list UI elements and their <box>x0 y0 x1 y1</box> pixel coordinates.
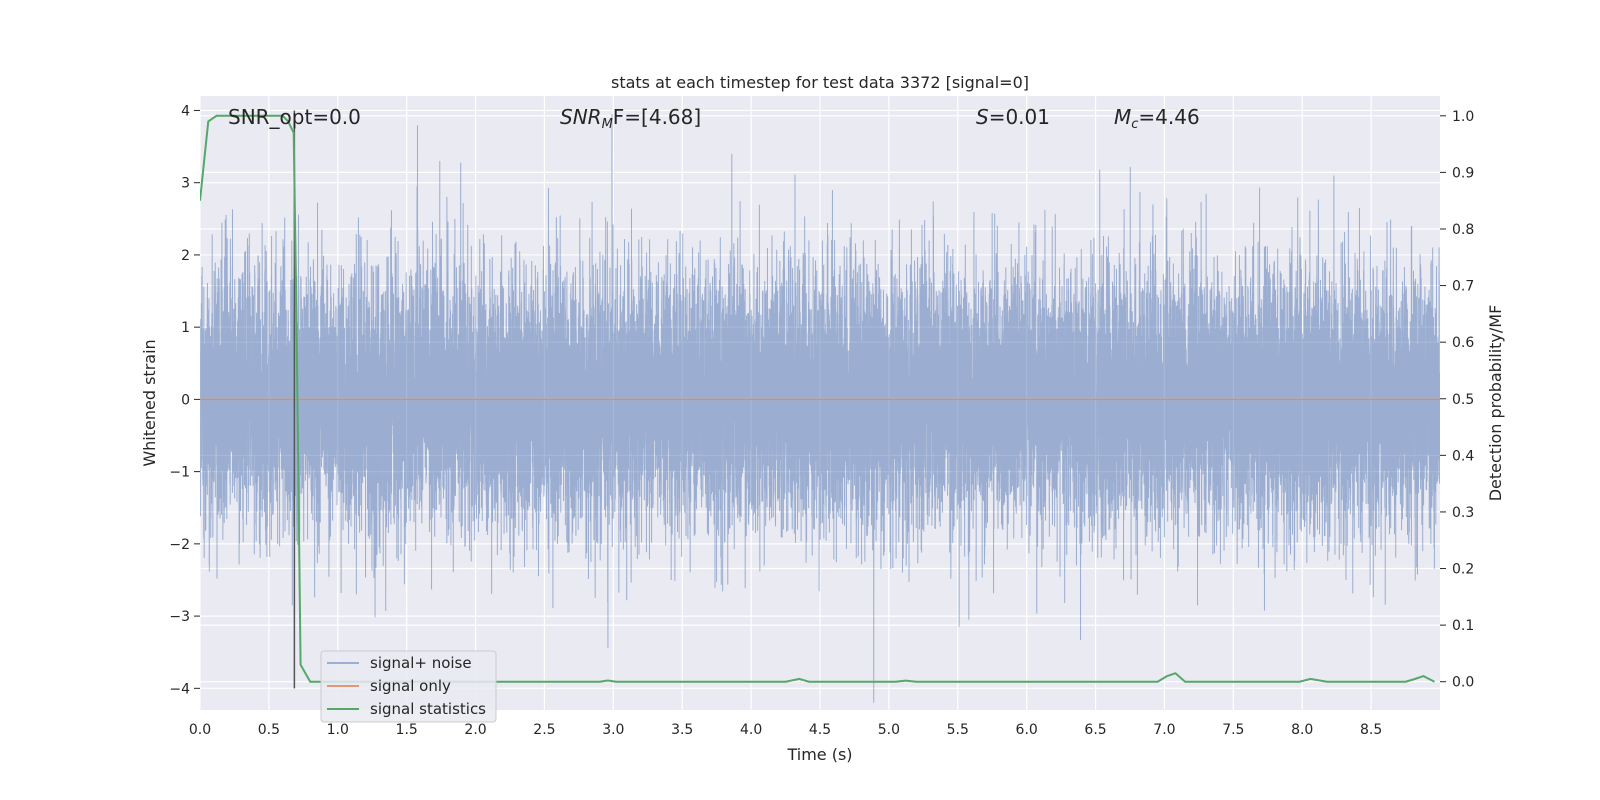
y-tick-label: −3 <box>169 609 190 625</box>
y2-tick-label: 0.5 <box>1452 392 1474 408</box>
legend-label-signal-statistics: signal statistics <box>370 700 486 718</box>
x-tick-label: 2.0 <box>464 722 486 738</box>
y2-tick-label: 0.4 <box>1452 448 1474 464</box>
y2-tick-label: 0.6 <box>1452 335 1474 351</box>
y2-tick-label: 0.3 <box>1452 505 1474 521</box>
y2-tick-label: 0.7 <box>1452 279 1474 295</box>
y-tick-label: −1 <box>169 465 190 481</box>
y-tick-label: 1 <box>181 320 190 336</box>
x-tick-label: 8.5 <box>1360 722 1382 738</box>
x-tick-label: 0.0 <box>189 722 211 738</box>
x-tick-label: 2.5 <box>533 722 555 738</box>
x-tick-label: 1.0 <box>327 722 349 738</box>
x-tick-label: 6.0 <box>1016 722 1038 738</box>
legend: signal+ noise signal only signal statist… <box>320 650 497 723</box>
y2-tick-label: 0.1 <box>1452 618 1474 634</box>
x-tick-label: 0.5 <box>258 722 280 738</box>
y-tick-label: −4 <box>169 681 190 697</box>
y2-tick-label: 0.9 <box>1452 165 1474 181</box>
y-tick-label: −2 <box>169 537 190 553</box>
series-signal-noise <box>200 114 1440 703</box>
y2-tick-label: 0.8 <box>1452 222 1474 238</box>
x-axis-label: Time (s) <box>786 745 852 764</box>
x-tick-label: 1.5 <box>396 722 418 738</box>
x-axis-ticks: 0.0 0.5 1.0 1.5 2.0 2.5 3.0 3.5 4.0 4.5 5.0 5.5 6.0 6… <box>189 722 1382 738</box>
x-tick-label: 3.0 <box>602 722 624 738</box>
x-tick-label: 7.0 <box>1153 722 1175 738</box>
y-tick-label: 2 <box>181 248 190 264</box>
y2-tick-label: 0.2 <box>1452 562 1474 578</box>
annotation-snr-opt: SNR_opt=0.0 <box>228 105 361 129</box>
y2-tick-label: 0.0 <box>1452 675 1474 691</box>
legend-label-signal-noise: signal+ noise <box>370 654 472 672</box>
annotation-snr-mf: SNRMF=[4.68] <box>560 105 701 132</box>
chart-title: stats at each timestep for test data 337… <box>611 73 1029 92</box>
x-tick-label: 7.5 <box>1222 722 1244 738</box>
y-axis-label: Whitened strain <box>140 339 159 466</box>
legend-box <box>320 650 497 723</box>
x-tick-label: 4.5 <box>809 722 831 738</box>
y-tick-label: 4 <box>181 103 190 119</box>
x-tick-label: 8.0 <box>1291 722 1313 738</box>
x-tick-label: 3.5 <box>671 722 693 738</box>
annotation-s: S=0.01 <box>976 105 1050 129</box>
x-tick-label: 4.0 <box>740 722 762 738</box>
y-tick-label: 3 <box>181 176 190 192</box>
y2-axis-ticks: 1.0 0.9 0.8 0.7 0.6 0.5 0.4 0.3 0.2 0.1 0.0 <box>1440 109 1474 691</box>
legend-label-signal-only: signal only <box>370 677 451 695</box>
series-signal-statistics <box>200 114 1435 683</box>
y2-axis-label: Detection probability/MF <box>1486 305 1505 502</box>
x-tick-label: 5.5 <box>947 722 969 738</box>
x-tick-label: 5.0 <box>878 722 900 738</box>
annotation-mc: Mc=4.46 <box>1114 105 1200 132</box>
y2-tick-label: 1.0 <box>1452 109 1474 125</box>
y-axis-ticks: 4 3 2 1 0 −1 −2 −3 −4 <box>169 103 200 697</box>
x-tick-label: 6.5 <box>1084 722 1106 738</box>
y-tick-label: 0 <box>181 392 190 408</box>
